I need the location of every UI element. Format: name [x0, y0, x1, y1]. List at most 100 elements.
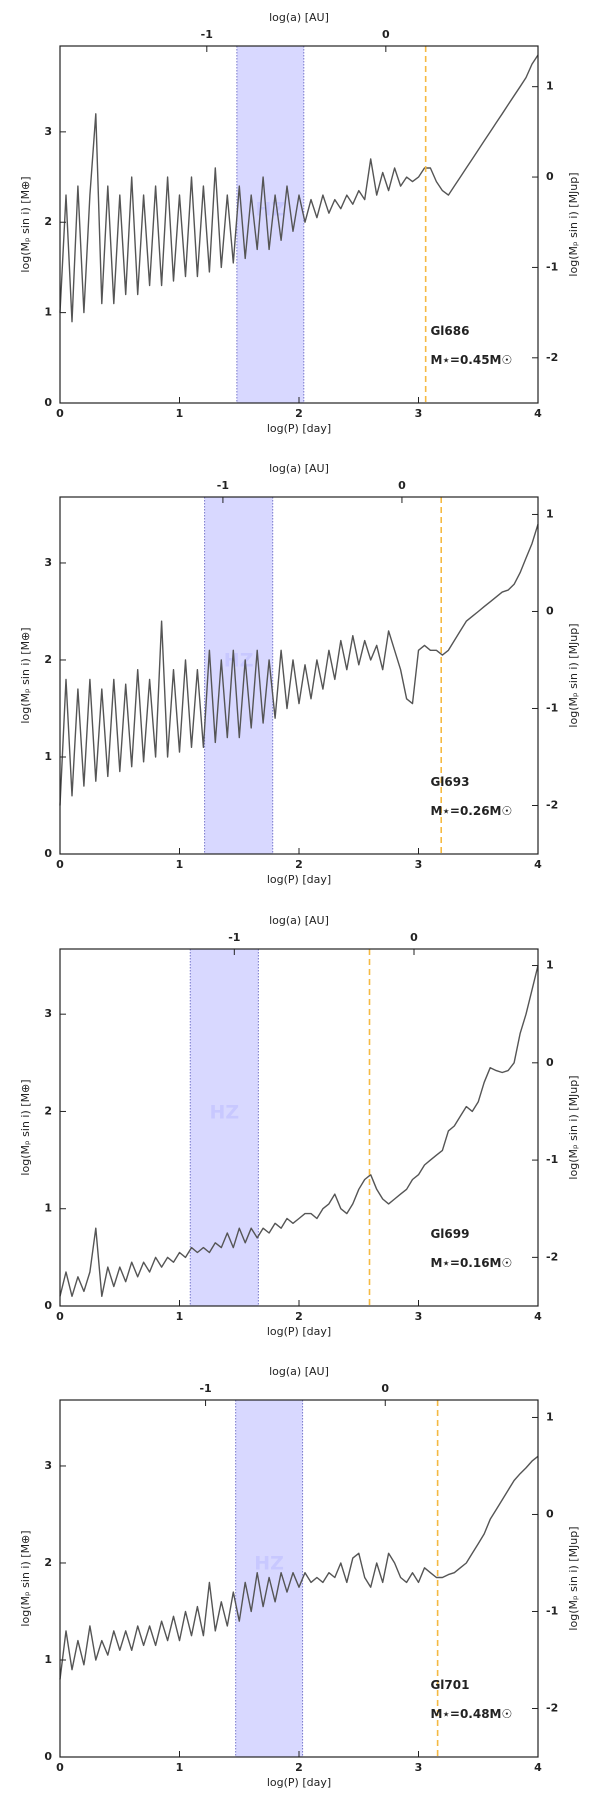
- annotation: M⋆=0.26M☉: [430, 804, 512, 818]
- y-tick-label: 3: [44, 125, 52, 138]
- x-tick-label: 4: [534, 1761, 542, 1774]
- y-tick-label: 2: [44, 1104, 52, 1117]
- x-axis-label: log(P) [day]: [267, 873, 331, 886]
- y2-tick-label: 0: [546, 604, 554, 617]
- x2-tick-label: -1: [228, 931, 240, 944]
- y-tick-label: 3: [44, 1007, 52, 1020]
- y2-axis-label: log(Mₚ sin i) [MJup]: [567, 172, 580, 276]
- y2-tick-label: 0: [546, 1056, 554, 1069]
- data-line: [59, 523, 539, 806]
- x-tick-label: 1: [176, 858, 184, 871]
- y-tick-label: 0: [44, 1299, 52, 1312]
- y2-tick-label: -1: [546, 1153, 558, 1166]
- y-tick-label: 0: [44, 847, 52, 860]
- x2-axis-label: log(a) [AU]: [269, 462, 329, 475]
- x-tick-label: 4: [534, 407, 542, 420]
- y-axis-label: log(Mₚ sin i) [M⊕]: [19, 176, 32, 272]
- y-tick-label: 2: [44, 653, 52, 666]
- y-tick-label: 1: [44, 1202, 52, 1215]
- x2-tick-label: -1: [201, 28, 213, 41]
- y-axis-label: log(Mₚ sin i) [M⊕]: [19, 1079, 32, 1175]
- y2-tick-label: 1: [546, 1410, 554, 1423]
- x2-tick-label: 0: [382, 28, 390, 41]
- x-axis-label: log(P) [day]: [267, 1776, 331, 1789]
- data-line: [59, 54, 539, 323]
- x-tick-label: 2: [295, 1310, 303, 1323]
- y-tick-label: 3: [44, 1459, 52, 1472]
- x-tick-label: 2: [295, 407, 303, 420]
- annotation: M⋆=0.45M☉: [430, 353, 512, 367]
- annotation: Gl686: [430, 324, 469, 338]
- x-tick-label: 2: [295, 858, 303, 871]
- y-tick-label: 2: [44, 1556, 52, 1569]
- y2-axis-label: log(Mₚ sin i) [MJup]: [567, 623, 580, 727]
- x-tick-label: 3: [415, 407, 423, 420]
- x-axis-label: log(P) [day]: [267, 422, 331, 435]
- y-axis-label: log(Mₚ sin i) [M⊕]: [19, 627, 32, 723]
- annotation: Gl699: [430, 1227, 469, 1241]
- y2-tick-label: -2: [546, 798, 558, 811]
- x-axis-label: log(P) [day]: [267, 1325, 331, 1338]
- x2-axis-label: log(a) [AU]: [269, 1365, 329, 1378]
- x2-tick-label: -1: [217, 479, 229, 492]
- plot-frame: [59, 496, 539, 855]
- x2-tick-label: 0: [381, 1382, 389, 1395]
- y2-tick-label: -1: [546, 701, 558, 714]
- annotation: M⋆=0.48M☉: [430, 1707, 512, 1721]
- x-tick-label: 0: [56, 858, 64, 871]
- plot-frame: [59, 948, 539, 1307]
- y-tick-label: 1: [44, 750, 52, 763]
- x2-tick-label: -1: [199, 1382, 211, 1395]
- x-tick-label: 1: [176, 1310, 184, 1323]
- hz-span: [190, 949, 259, 1306]
- y2-tick-label: 0: [546, 1507, 554, 1520]
- x-tick-label: 1: [176, 1761, 184, 1774]
- x2-tick-label: 0: [398, 479, 406, 492]
- annotation: M⋆=0.16M☉: [430, 1256, 512, 1270]
- y2-tick-label: 1: [546, 80, 554, 93]
- y-tick-label: 1: [44, 306, 52, 319]
- y2-tick-label: 1: [546, 507, 554, 520]
- y2-tick-label: -2: [546, 1250, 558, 1263]
- hz-label: HZ: [224, 650, 254, 672]
- y2-tick-label: 1: [546, 959, 554, 972]
- y-axis-label: log(Mₚ sin i) [M⊕]: [19, 1530, 32, 1626]
- x-tick-label: 3: [415, 1310, 423, 1323]
- x-tick-label: 0: [56, 1761, 64, 1774]
- x-tick-label: 0: [56, 407, 64, 420]
- y2-tick-label: -2: [546, 351, 558, 364]
- x-tick-label: 4: [534, 858, 542, 871]
- y2-tick-label: -1: [546, 1604, 558, 1617]
- hz-label: HZ: [209, 1102, 239, 1124]
- y2-axis-label: log(Mₚ sin i) [MJup]: [567, 1075, 580, 1179]
- y2-axis-label: log(Mₚ sin i) [MJup]: [567, 1526, 580, 1630]
- x2-axis-label: log(a) [AU]: [269, 914, 329, 927]
- x2-axis-label: log(a) [AU]: [269, 11, 329, 24]
- data-line: [59, 965, 539, 1297]
- annotation: Gl701: [430, 1678, 469, 1692]
- x-tick-label: 3: [415, 858, 423, 871]
- y-tick-label: 2: [44, 215, 52, 228]
- x2-tick-label: 0: [410, 931, 418, 944]
- y-tick-label: 3: [44, 556, 52, 569]
- x-tick-label: 0: [56, 1310, 64, 1323]
- y2-tick-label: -2: [546, 1701, 558, 1714]
- y2-tick-label: 0: [546, 170, 554, 183]
- hz-span: [204, 497, 273, 854]
- hz-label: HZ: [254, 1553, 284, 1575]
- x-tick-label: 2: [295, 1761, 303, 1774]
- annotation: Gl693: [430, 775, 469, 789]
- y-tick-label: 0: [44, 396, 52, 409]
- x-tick-label: 3: [415, 1761, 423, 1774]
- y-tick-label: 0: [44, 1750, 52, 1763]
- data-line: [59, 1455, 539, 1680]
- x-tick-label: 4: [534, 1310, 542, 1323]
- y2-tick-label: -1: [546, 260, 558, 273]
- x-tick-label: 1: [176, 407, 184, 420]
- y-tick-label: 1: [44, 1653, 52, 1666]
